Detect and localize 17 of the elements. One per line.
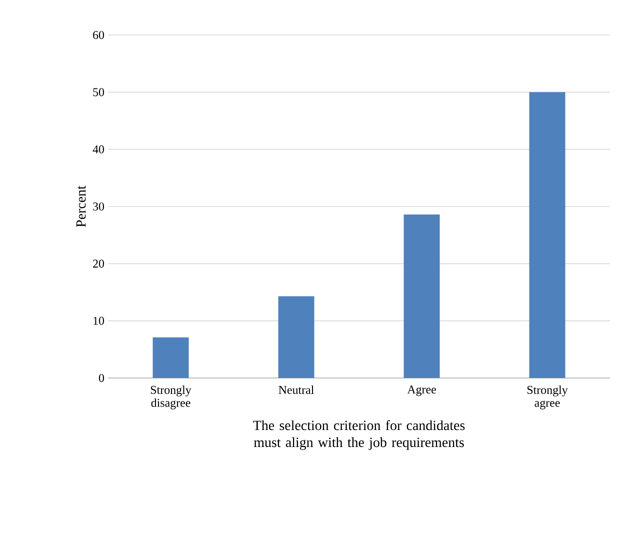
x-tick-label: Neutral bbox=[278, 386, 314, 394]
x-axis-title: The selection criterion for candidates must align with the job requirements bbox=[253, 420, 465, 450]
bar bbox=[404, 214, 440, 378]
y-tick-label: 10 bbox=[94, 316, 104, 325]
bar bbox=[152, 337, 189, 378]
y-tick-label: 50 bbox=[93, 88, 104, 96]
x-tick-label: Strongly disagree bbox=[150, 386, 192, 410]
bar bbox=[529, 92, 566, 378]
y-tick-label: 40 bbox=[92, 145, 104, 154]
x-tick-label: Agree bbox=[407, 386, 436, 396]
y-tick-label: 20 bbox=[93, 260, 104, 268]
x-tick-label: Strongly agree bbox=[527, 386, 568, 410]
y-tick-label: 60 bbox=[93, 30, 104, 40]
y-tick-label: 0 bbox=[98, 374, 104, 382]
y-tick-label: 30 bbox=[93, 202, 104, 211]
y-axis-title: Percent bbox=[76, 186, 86, 228]
bar bbox=[278, 296, 314, 378]
